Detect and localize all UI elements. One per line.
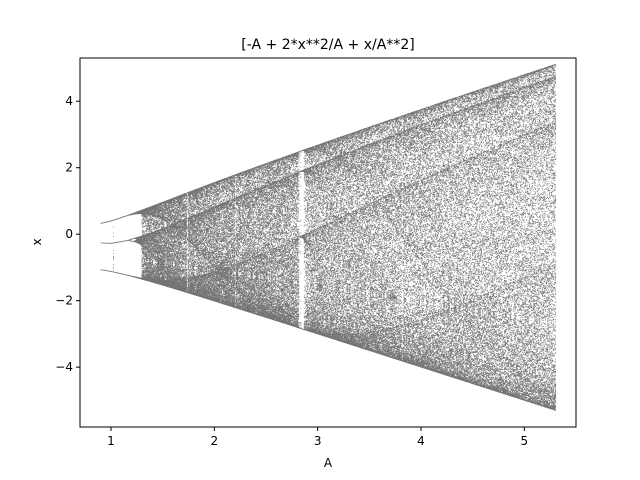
data-points	[100, 63, 557, 411]
bifurcation-points	[100, 63, 557, 411]
x-tick-label: 5	[521, 434, 529, 448]
x-tick-label: 1	[107, 434, 115, 448]
y-tick-label: 0	[65, 227, 73, 241]
y-tick-label: −2	[55, 294, 73, 308]
plot-border	[79, 57, 577, 428]
x-tick-label: 4	[417, 434, 425, 448]
y-tick-label: 4	[65, 94, 73, 108]
y-tick-label: −4	[55, 360, 73, 374]
x-tick-label: 3	[314, 434, 322, 448]
x-axis-ticks: 1 2 3 4 5	[107, 427, 528, 448]
y-tick-label: 2	[65, 161, 73, 175]
y-axis-ticks: −4 −2 0 2 4	[55, 94, 80, 374]
x-axis-label: A	[324, 456, 333, 470]
y-axis-label: x	[30, 238, 44, 245]
chart-title: [-A + 2*x**2/A + x/A**2]	[241, 37, 414, 53]
x-tick-label: 2	[211, 434, 219, 448]
